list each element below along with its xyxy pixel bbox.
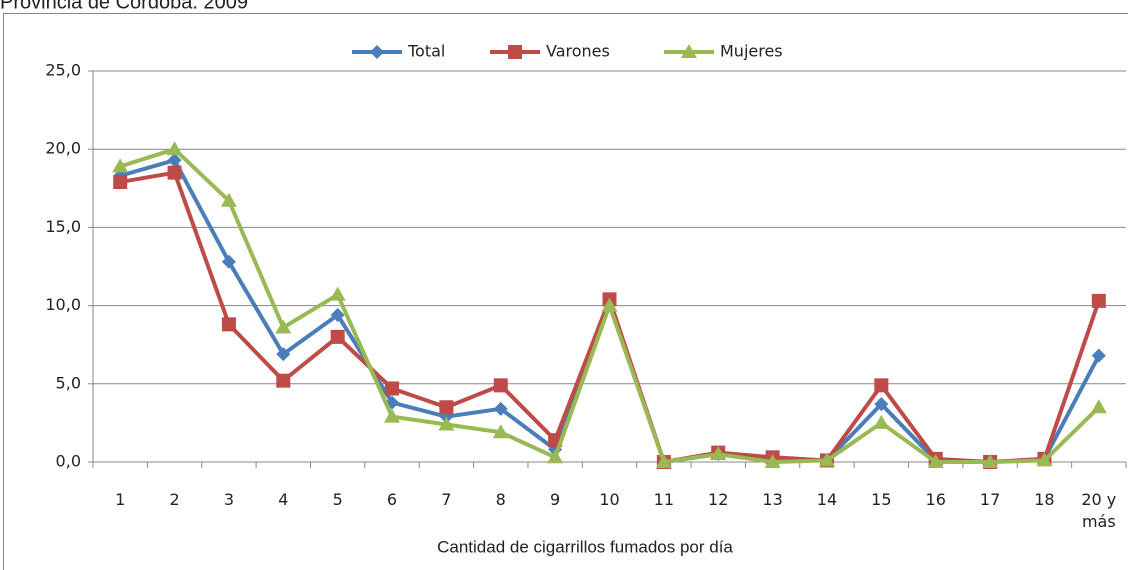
marker xyxy=(439,400,454,415)
x-tick-label: 12 xyxy=(708,490,729,509)
marker xyxy=(276,347,291,362)
x-tick-label: 11 xyxy=(653,490,675,509)
marker xyxy=(493,378,508,393)
y-tick-label: 5,0 xyxy=(56,373,81,392)
marker xyxy=(927,454,944,468)
marker xyxy=(220,192,237,207)
legend-label: Mujeres xyxy=(720,42,783,61)
marker xyxy=(438,416,455,431)
marker xyxy=(764,454,781,468)
marker xyxy=(221,254,236,269)
marker xyxy=(330,307,345,322)
x-tick-label: 18 xyxy=(1034,490,1055,509)
x-tick-label: 14 xyxy=(816,490,838,509)
marker xyxy=(547,449,564,464)
marker xyxy=(1091,348,1106,363)
marker xyxy=(874,378,889,393)
marker xyxy=(601,297,618,312)
marker xyxy=(1090,399,1107,414)
y-tick-label: 15,0 xyxy=(45,217,81,236)
y-tick-label: 10,0 xyxy=(45,295,81,314)
marker xyxy=(1036,452,1053,467)
x-tick-label: 3 xyxy=(223,490,234,509)
marker xyxy=(1091,293,1106,308)
marker xyxy=(384,408,401,423)
marker xyxy=(982,454,999,468)
marker xyxy=(818,452,835,467)
x-tick-label: 13 xyxy=(762,490,783,509)
marker xyxy=(655,454,672,468)
marker xyxy=(385,381,400,396)
x-tick-label: 9 xyxy=(550,490,561,509)
marker xyxy=(167,165,182,180)
marker xyxy=(329,286,346,301)
x-axis-label: Cantidad de cigarrillos fumados por día xyxy=(437,537,733,556)
marker xyxy=(112,158,129,173)
y-tick-label: 0,0 xyxy=(56,452,81,471)
x-tick-label: 1 xyxy=(115,490,126,509)
marker xyxy=(508,45,522,59)
x-tick-label: 17 xyxy=(979,490,1001,509)
y-tick-label: 20,0 xyxy=(45,139,81,158)
chart-frame xyxy=(3,13,1128,570)
x-tick-label: 20 y más xyxy=(1081,490,1117,531)
marker xyxy=(275,319,292,334)
marker xyxy=(167,153,182,168)
marker xyxy=(330,329,345,344)
marker xyxy=(166,141,183,156)
marker xyxy=(681,44,697,58)
x-tick-label: 4 xyxy=(278,490,289,509)
marker xyxy=(370,45,384,59)
x-tick-label: 16 xyxy=(925,490,946,509)
y-tick-label: 25,0 xyxy=(45,61,81,80)
marker xyxy=(874,397,889,412)
marker xyxy=(221,317,236,332)
x-tick-label: 10 xyxy=(599,490,620,509)
x-tick-label: 7 xyxy=(441,490,452,509)
marker xyxy=(113,175,128,190)
marker xyxy=(710,446,727,461)
marker xyxy=(873,414,890,429)
x-tick-label: 6 xyxy=(386,490,398,509)
legend-label: Varones xyxy=(546,42,610,61)
marker xyxy=(492,424,509,439)
x-tick-label: 15 xyxy=(871,490,892,509)
chart-title: Provincia de Córdoba. 2009 xyxy=(0,0,248,13)
x-tick-label: 8 xyxy=(495,490,506,509)
marker xyxy=(493,401,508,416)
legend-label: Total xyxy=(407,42,445,61)
marker xyxy=(276,373,291,388)
x-tick-label: 2 xyxy=(169,490,180,509)
x-tick-label: 5 xyxy=(332,490,343,509)
